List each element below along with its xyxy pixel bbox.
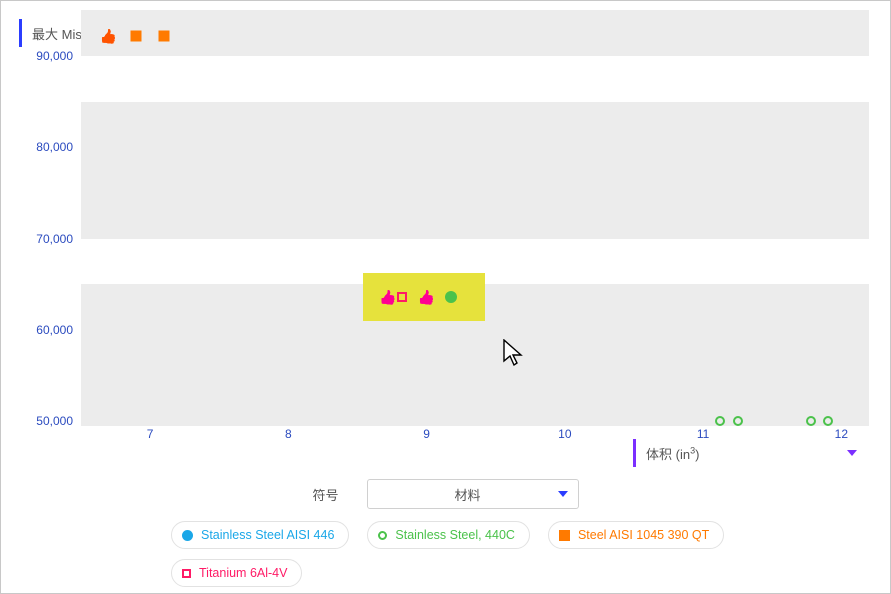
data-point[interactable] [733,416,743,426]
legend-item[interactable]: Stainless Steel, 440C [367,521,530,549]
chevron-down-icon [558,491,568,497]
x-tick: 9 [423,427,430,441]
data-point[interactable]: 👍 [100,29,117,43]
legend-swatch-icon [182,569,191,578]
x-axis-dropdown[interactable]: 体积 (in3) [633,439,865,467]
x-tick: 8 [285,427,292,441]
legend-item[interactable]: Titanium 6Al-4V [171,559,302,587]
legend-item[interactable]: Steel AISI 1045 390 QT [548,521,724,549]
data-point[interactable] [823,416,833,426]
data-point[interactable]: 👍 [418,290,435,304]
data-point[interactable] [131,30,142,41]
legend-label: Titanium 6Al-4V [199,566,287,580]
symbol-label: 符号 [312,485,338,504]
data-point[interactable] [445,291,457,303]
legend-label: Stainless Steel, 440C [395,528,515,542]
legend-swatch-icon [182,530,193,541]
y-tick: 70,000 [36,232,73,246]
scatter-plot[interactable]: 50,00060,00070,00080,00090,000789101112👍… [81,56,869,421]
data-point[interactable] [806,416,816,426]
chart-frame: 最大 Mises 等效应力 (psi) 50,00060,00070,00080… [0,0,891,594]
symbol-control-row: 符号 材料 [1,479,890,509]
x-tick: 7 [147,427,154,441]
data-point[interactable] [158,30,169,41]
legend-label: Stainless Steel AISI 446 [201,528,334,542]
symbol-dropdown[interactable]: 材料 [367,479,579,509]
legend-item[interactable]: Stainless Steel AISI 446 [171,521,349,549]
legend-swatch-icon [559,530,570,541]
chevron-down-icon [847,450,857,456]
data-point[interactable]: 👍 [379,290,396,304]
legend: Stainless Steel AISI 446 Stainless Steel,… [171,521,871,587]
symbol-selected: 材料 [378,485,558,504]
y-tick: 50,000 [36,414,73,428]
y-tick: 80,000 [36,140,73,154]
y-tick: 90,000 [36,49,73,63]
y-tick: 60,000 [36,323,73,337]
legend-label: Steel AISI 1045 390 QT [578,528,709,542]
x-tick: 10 [558,427,571,441]
legend-swatch-icon [378,531,387,540]
data-point[interactable] [715,416,725,426]
data-point[interactable] [397,292,407,302]
x-axis-label: 体积 (in3) [646,444,847,463]
